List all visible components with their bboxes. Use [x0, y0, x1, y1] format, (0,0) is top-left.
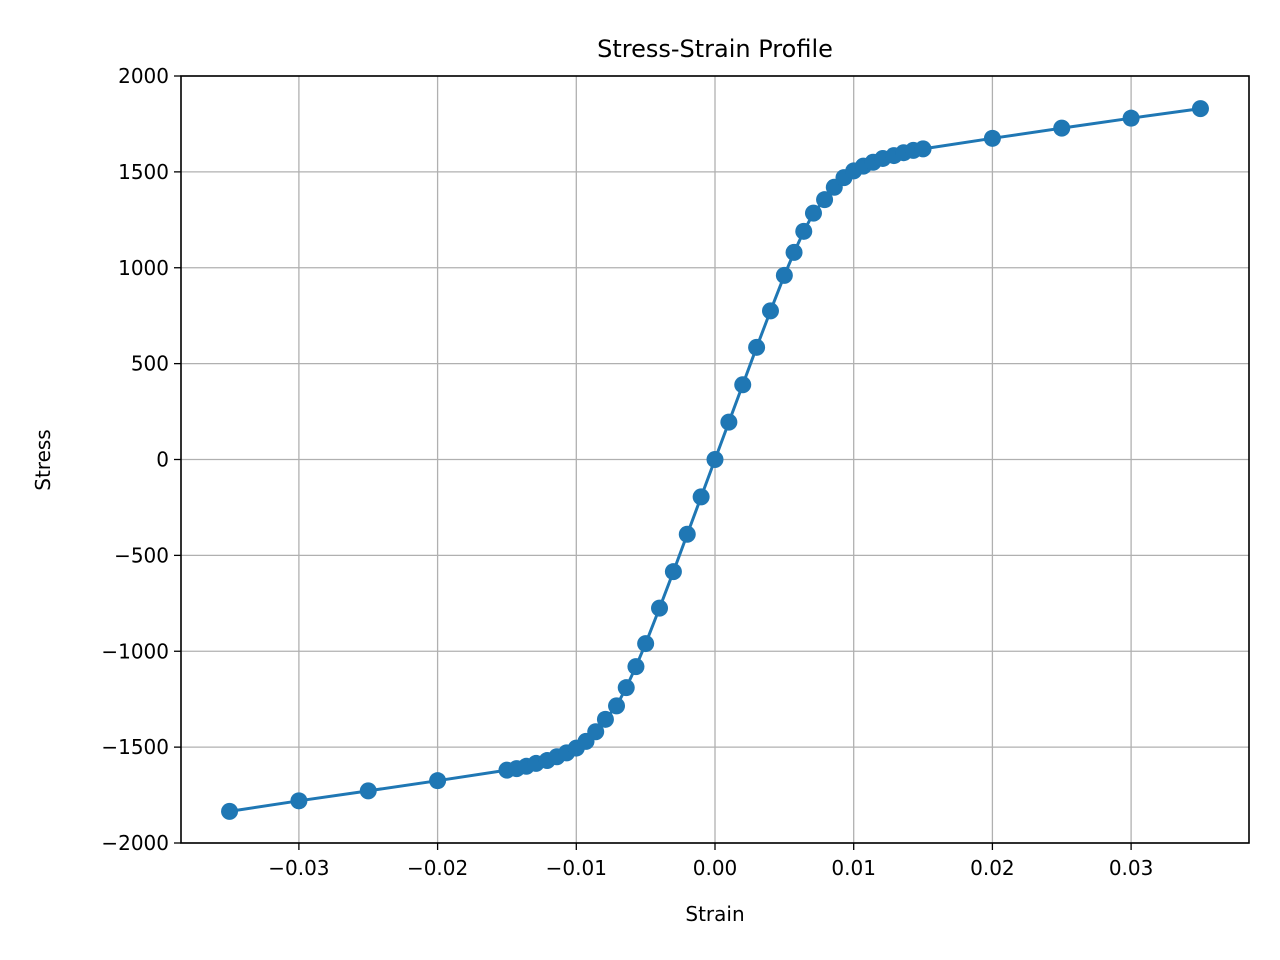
data-point: [720, 413, 738, 431]
y-tick-label: 2000: [118, 64, 169, 88]
data-point: [775, 266, 793, 284]
y-tick-label: 0: [156, 448, 169, 472]
y-tick-label: −1000: [101, 639, 169, 663]
chart-title: Stress-Strain Profile: [597, 35, 833, 63]
data-point: [761, 302, 779, 320]
data-point: [637, 635, 655, 653]
data-point: [651, 599, 669, 617]
y-tick-label: −2000: [101, 831, 169, 855]
data-point: [596, 710, 614, 728]
data-point: [785, 243, 803, 261]
data-point: [664, 563, 682, 581]
x-tick-label: −0.03: [268, 856, 329, 880]
data-point: [1053, 119, 1071, 137]
x-axis-label: Strain: [685, 902, 744, 926]
data-point: [734, 376, 752, 394]
data-point: [359, 782, 377, 800]
y-axis-label: Stress: [31, 429, 55, 490]
y-tick-label: 500: [131, 352, 169, 376]
data-point: [678, 525, 696, 543]
data-point: [608, 697, 626, 715]
data-point: [1191, 100, 1209, 118]
data-point: [816, 191, 834, 209]
data-point: [795, 222, 813, 240]
data-point: [914, 140, 932, 158]
data-point: [692, 488, 710, 506]
data-point: [983, 129, 1001, 147]
series-layer: [221, 100, 1209, 820]
data-point: [429, 772, 447, 790]
data-point: [706, 451, 724, 468]
x-tick-label: 0.03: [1109, 856, 1154, 880]
x-tick-label: −0.01: [546, 856, 607, 880]
x-tick-label: 0.00: [693, 856, 738, 880]
data-point: [1122, 109, 1140, 127]
ticks: −0.03 −0.02 −0.01 0.00 0.01 0.02 0.03 2000 1500 1…: [101, 64, 1153, 880]
x-tick-label: 0.02: [970, 856, 1015, 880]
data-point: [748, 338, 766, 356]
data-point: [290, 792, 308, 810]
y-tick-label: −1500: [101, 735, 169, 759]
data-point: [221, 802, 239, 820]
y-tick-label: 1000: [118, 256, 169, 280]
data-point: [804, 204, 822, 222]
data-point: [617, 679, 635, 697]
y-tick-label: 1500: [118, 160, 169, 184]
x-tick-label: 0.01: [831, 856, 876, 880]
x-tick-label: −0.02: [407, 856, 468, 880]
data-point: [627, 658, 645, 676]
data-point: [587, 723, 605, 741]
y-tick-label: −500: [114, 543, 169, 567]
